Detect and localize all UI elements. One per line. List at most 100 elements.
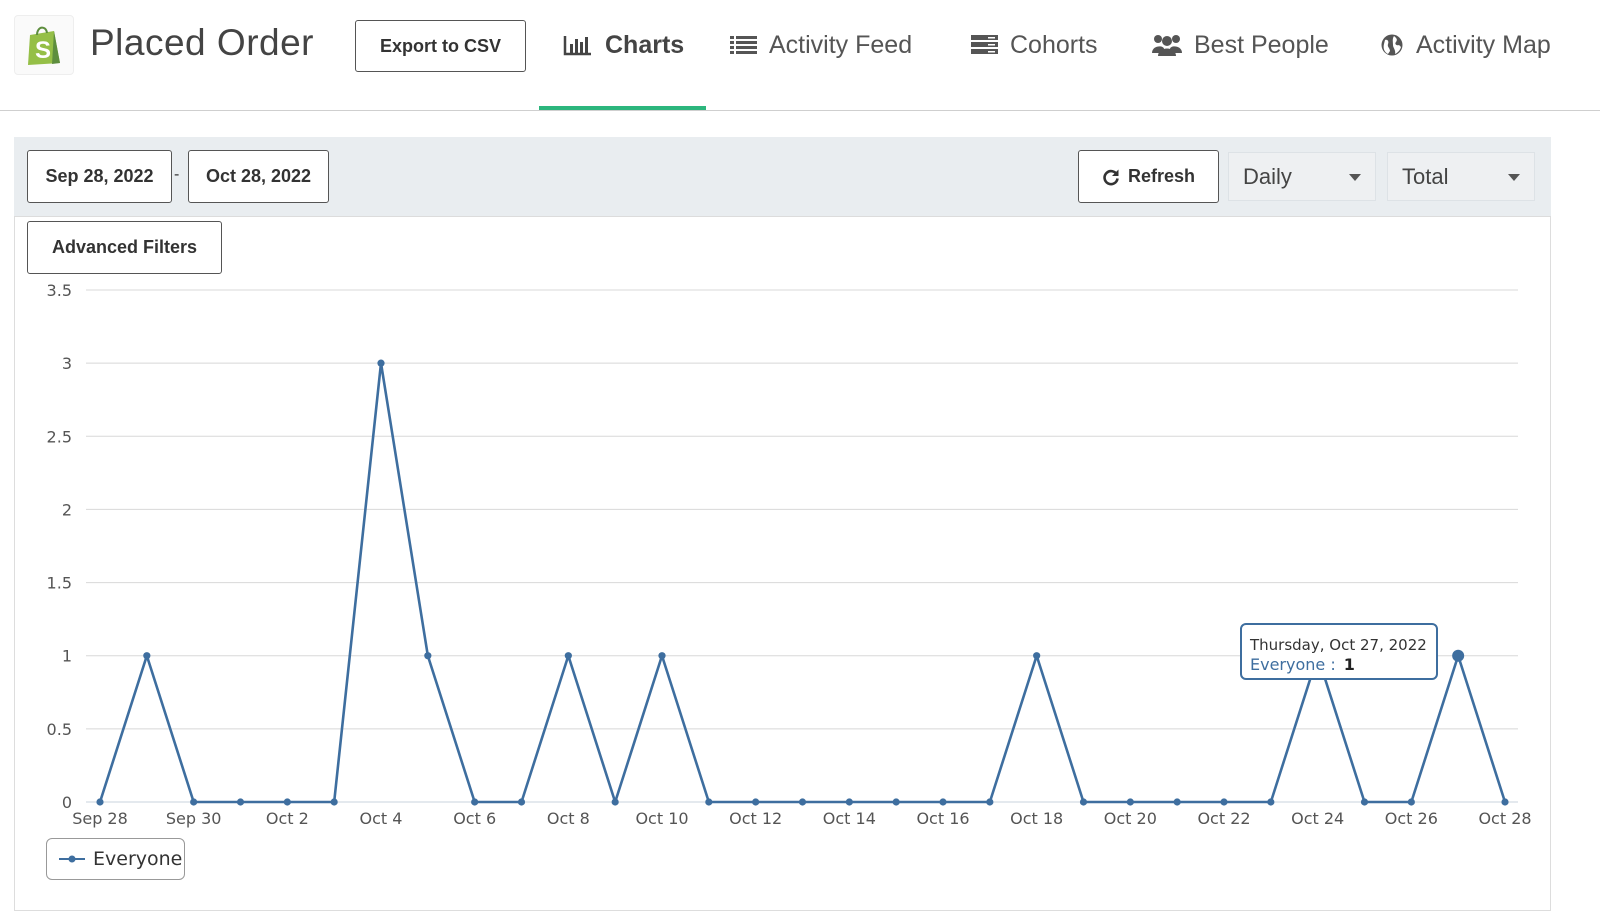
y-tick-label: 3.5 [47, 281, 72, 300]
y-tick-label: 1 [62, 647, 72, 666]
y-tick-label: 0.5 [47, 720, 72, 739]
x-axis-ticks: Sep 28 Sep 30 Oct 2 Oct 4 Oct 6 Oct 8 Oct 10 Oc… [72, 809, 1531, 828]
x-tick-label: Oct 8 [547, 809, 590, 828]
legend-line-icon [59, 855, 85, 863]
tab-activity-map[interactable]: Activity Map [1380, 28, 1551, 62]
data-point[interactable] [330, 798, 338, 806]
interval-value: Daily [1243, 163, 1292, 189]
data-point[interactable] [1501, 798, 1509, 806]
date-separator: - [174, 166, 180, 183]
x-tick-label: Sep 28 [72, 809, 128, 828]
chart-gridlines [86, 289, 1518, 803]
start-date-picker[interactable]: Sep 28, 2022 [27, 150, 172, 203]
data-point[interactable] [705, 798, 713, 806]
x-tick-label: Oct 24 [1291, 809, 1344, 828]
page-title: Placed Order [90, 22, 314, 63]
users-icon [1152, 33, 1182, 57]
x-tick-label: Oct 28 [1478, 809, 1531, 828]
metric-select[interactable]: Total [1387, 152, 1535, 201]
tab-label: Activity Map [1416, 30, 1551, 59]
legend-label: Everyone [93, 848, 183, 870]
tab-best-people[interactable]: Best People [1152, 28, 1329, 62]
x-tick-label: Oct 2 [266, 809, 309, 828]
data-point[interactable] [1033, 652, 1041, 660]
data-point[interactable] [1173, 798, 1181, 806]
data-point[interactable] [96, 798, 104, 806]
x-tick-label: Oct 26 [1385, 809, 1438, 828]
data-point[interactable] [1267, 798, 1275, 806]
tooltip-series-row: Everyone :1 [1250, 655, 1436, 674]
refresh-label: Refresh [1127, 166, 1196, 186]
y-tick-label: 3 [62, 354, 72, 373]
bar-chart-icon [563, 34, 593, 56]
data-point[interactable] [1220, 798, 1228, 806]
advanced-filters-button[interactable]: Advanced Filters [27, 221, 222, 274]
top-navigation: S Placed Order Export to CSV Charts Acti… [0, 0, 1600, 111]
data-point[interactable] [892, 798, 900, 806]
data-point[interactable] [517, 798, 526, 806]
line-chart: 0 0.5 1 1.5 2 2.5 3 3.5 Sep 28 Sep 30 Oct 2 Oct 4 O… [47, 281, 1532, 828]
data-point[interactable] [752, 798, 760, 806]
metric-value: Total [1402, 163, 1449, 189]
data-point[interactable] [1407, 798, 1415, 806]
data-point[interactable] [424, 652, 432, 660]
x-tick-label: Oct 22 [1197, 809, 1250, 828]
x-tick-label: Oct 12 [729, 809, 782, 828]
data-point[interactable] [236, 798, 245, 806]
y-axis-ticks: 0 0.5 1 1.5 2 2.5 3 3.5 [47, 281, 72, 812]
y-tick-label: 1.5 [47, 574, 72, 593]
tooltip-date: Thursday, Oct 27, 2022 [1250, 636, 1427, 654]
svg-text:S: S [35, 37, 51, 64]
data-point[interactable] [1360, 798, 1369, 806]
data-point[interactable] [798, 798, 807, 806]
interval-select[interactable]: Daily [1228, 152, 1376, 201]
x-tick-label: Sep 30 [166, 809, 222, 828]
x-tick-label: Oct 10 [635, 809, 688, 828]
data-point[interactable] [283, 798, 291, 806]
chevron-down-icon [1508, 174, 1520, 181]
data-point[interactable] [377, 359, 385, 367]
tab-activity-feed[interactable]: Activity Feed [730, 28, 912, 62]
highlighted-data-point[interactable] [1452, 649, 1465, 662]
data-point[interactable] [939, 798, 947, 806]
x-tick-label: Oct 6 [453, 809, 496, 828]
export-csv-button[interactable]: Export to CSV [355, 20, 526, 72]
refresh-button[interactable]: Refresh [1078, 150, 1219, 203]
data-point[interactable] [190, 798, 198, 806]
tooltip-value: 1 [1343, 655, 1355, 674]
x-tick-label: Oct 20 [1104, 809, 1157, 828]
tab-label: Cohorts [1010, 30, 1098, 59]
data-point[interactable] [564, 652, 572, 660]
server-stack-icon [971, 34, 998, 56]
tab-cohorts[interactable]: Cohorts [971, 28, 1098, 62]
data-point[interactable] [1079, 798, 1088, 806]
globe-icon [1380, 33, 1404, 57]
data-point[interactable] [845, 798, 853, 806]
y-tick-label: 2.5 [47, 427, 72, 446]
data-point[interactable] [611, 798, 619, 806]
x-tick-label: Oct 16 [916, 809, 969, 828]
list-icon [730, 34, 757, 56]
end-date-picker[interactable]: Oct 28, 2022 [188, 150, 329, 203]
active-tab-indicator [539, 106, 706, 110]
refresh-icon [1102, 168, 1120, 186]
data-point[interactable] [658, 652, 666, 660]
tab-label: Best People [1194, 30, 1329, 59]
x-tick-label: Oct 4 [360, 809, 403, 828]
data-point[interactable] [1126, 798, 1134, 806]
x-tick-label: Oct 14 [823, 809, 876, 828]
tooltip-separator: : [1330, 655, 1336, 674]
tab-label: Charts [605, 30, 685, 59]
y-tick-label: 0 [62, 793, 72, 812]
x-tick-label: Oct 18 [1010, 809, 1063, 828]
tooltip-series: Everyone [1250, 655, 1326, 674]
chevron-down-icon [1349, 174, 1361, 181]
legend-item-everyone[interactable]: Everyone [46, 838, 185, 880]
data-point[interactable] [986, 798, 994, 806]
data-point[interactable] [471, 798, 479, 806]
tab-label: Activity Feed [769, 30, 913, 59]
tab-charts[interactable]: Charts [563, 28, 684, 62]
data-point[interactable] [143, 652, 151, 660]
y-tick-label: 2 [62, 500, 72, 519]
shopify-bag-icon: S [28, 26, 60, 65]
